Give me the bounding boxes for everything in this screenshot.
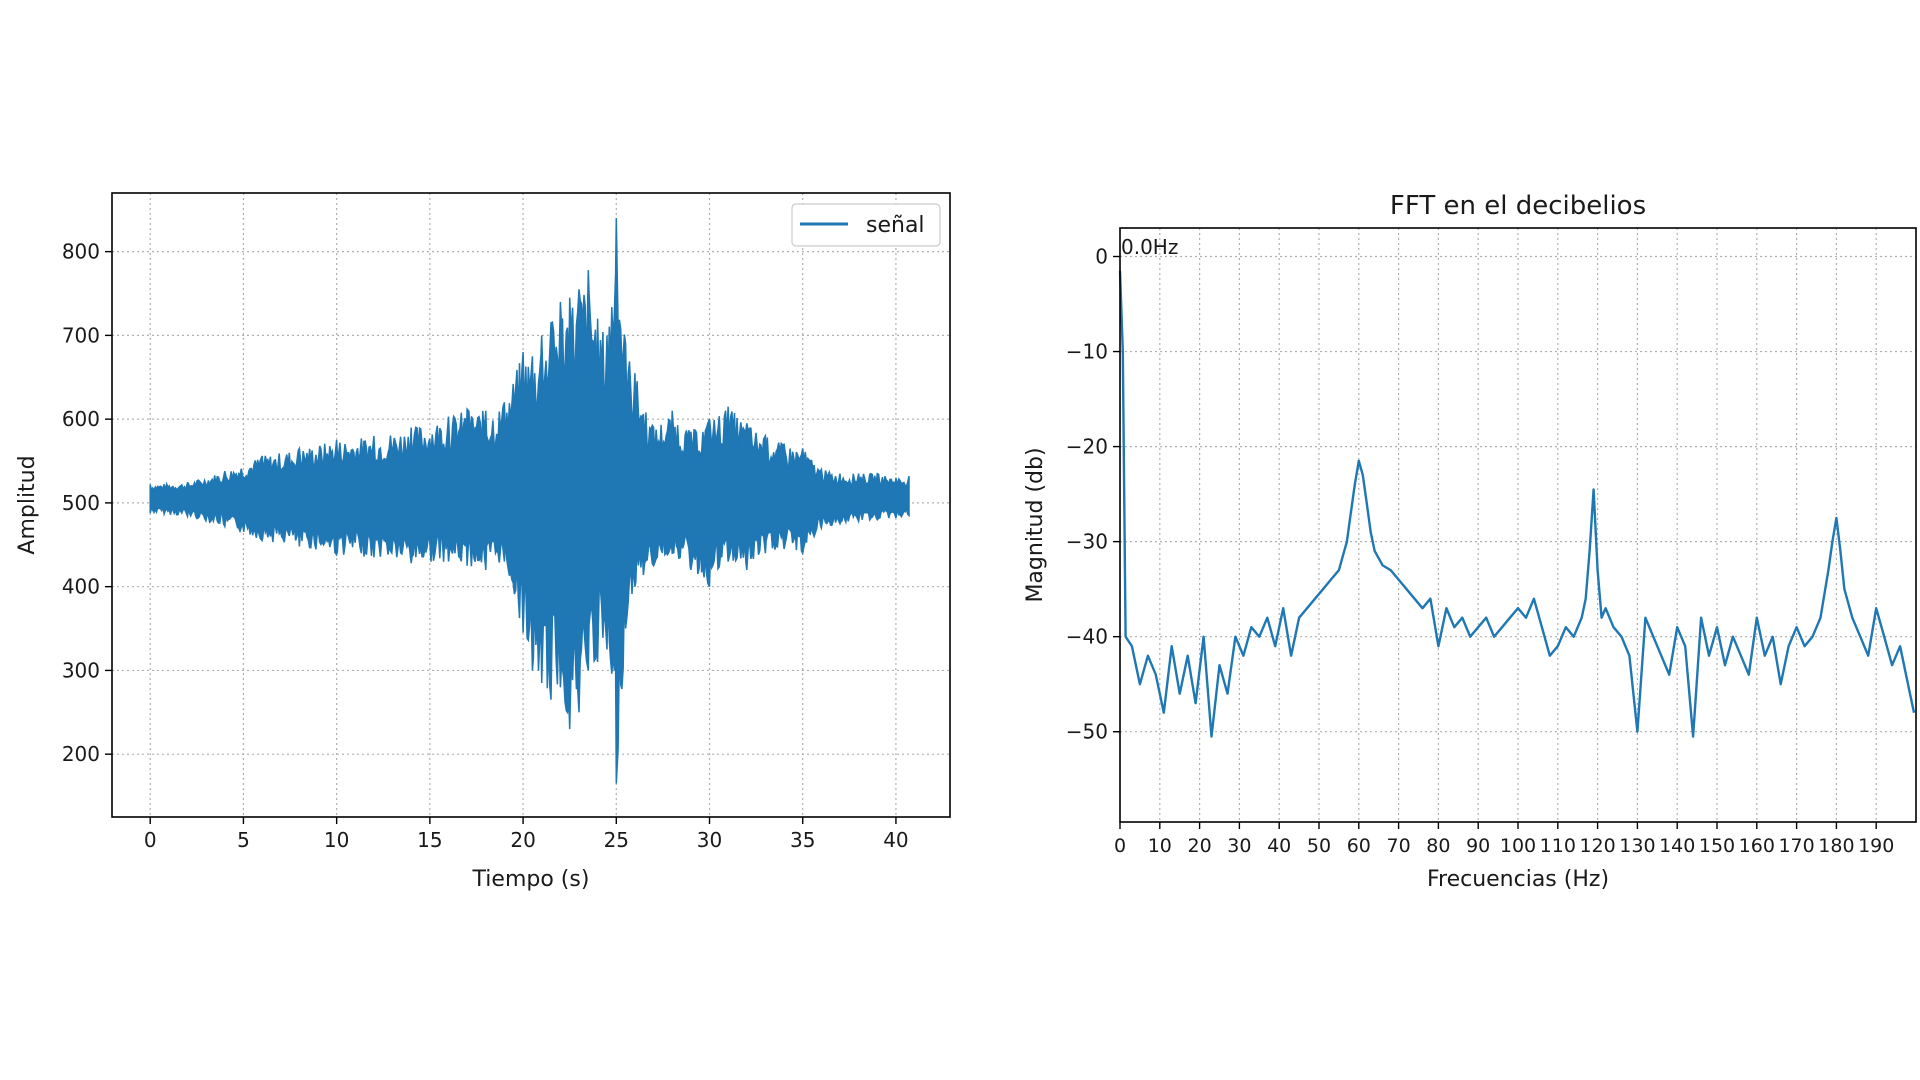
y-tick-label: 200 [62, 742, 100, 766]
x-tick-label: 40 [1267, 835, 1291, 857]
x-tick-label: 30 [1227, 835, 1251, 857]
y-tick-label: −10 [1066, 340, 1108, 364]
fft-peak-annotation: 0.0Hz [1121, 235, 1178, 259]
x-tick-label: 80 [1426, 835, 1450, 857]
x-tick-label: 20 [510, 828, 535, 852]
x-tick-label: 130 [1619, 835, 1655, 857]
signal-y-axis-label: Amplitud [15, 455, 40, 554]
signal-legend-box [791, 203, 941, 247]
x-tick-label: 20 [1188, 835, 1212, 857]
y-tick-label: 300 [62, 658, 100, 682]
y-tick-label: 700 [62, 323, 100, 347]
signal-y-ticks: 200 300 400 500 600 700 800 [62, 240, 112, 766]
x-tick-label: 35 [790, 828, 815, 852]
fft-chart-title: FFT en el decibelios [1390, 191, 1646, 221]
x-tick-label: 10 [324, 828, 349, 852]
y-tick-label: −30 [1066, 530, 1108, 554]
x-tick-label: 190 [1858, 835, 1894, 857]
fft-series-line [1118, 270, 1916, 738]
x-tick-label: 110 [1540, 835, 1576, 857]
fft-chart: FFT en el decibelios 0 10 20 30 40 50 60 70 80 90… [1023, 191, 1917, 892]
fft-chart-grid [1119, 228, 1916, 822]
x-tick-label: 0 [1114, 835, 1126, 857]
fft-x-ticks: 0 10 20 30 40 50 60 70 80 90 100 110 120 130 140 150 160… [1114, 822, 1894, 857]
y-tick-label: 500 [62, 491, 100, 515]
x-tick-label: 0 [144, 828, 157, 852]
y-tick-label: −40 [1066, 625, 1108, 649]
x-tick-label: 180 [1818, 835, 1854, 857]
fft-y-axis-label: Magnitud (db) [1023, 447, 1048, 602]
x-tick-label: 120 [1579, 835, 1615, 857]
x-tick-label: 30 [697, 828, 722, 852]
fft-x-axis-label: Frecuencias (Hz) [1427, 867, 1609, 892]
fft-y-ticks: 0 −10 −20 −30 −40 −50 [1066, 245, 1120, 744]
x-tick-label: 50 [1307, 835, 1331, 857]
x-tick-label: 25 [604, 828, 629, 852]
signal-chart: 0 5 10 15 20 25 30 35 40 200 300 400 500 600 700 800 T… [15, 192, 951, 892]
y-tick-label: −50 [1066, 720, 1108, 744]
y-tick-label: −20 [1066, 435, 1108, 459]
y-tick-label: 0 [1095, 245, 1108, 269]
x-tick-label: 60 [1347, 835, 1371, 857]
x-tick-label: 90 [1466, 835, 1490, 857]
signal-legend: señal [791, 203, 941, 247]
x-tick-label: 70 [1387, 835, 1411, 857]
x-tick-label: 140 [1659, 835, 1695, 857]
signal-legend-label: señal [866, 213, 925, 238]
y-tick-label: 800 [62, 240, 100, 264]
signal-chart-frame [111, 192, 951, 818]
x-tick-label: 5 [237, 828, 250, 852]
x-tick-label: 150 [1699, 835, 1735, 857]
x-tick-label: 100 [1500, 835, 1536, 857]
x-tick-label: 15 [417, 828, 442, 852]
plot-frame [111, 192, 951, 818]
x-tick-label: 170 [1778, 835, 1814, 857]
x-tick-label: 160 [1739, 835, 1775, 857]
x-tick-label: 40 [883, 828, 908, 852]
signal-x-axis-label: Tiempo (s) [472, 867, 590, 892]
signal-waveform [149, 218, 910, 784]
x-tick-label: 10 [1148, 835, 1172, 857]
y-tick-label: 600 [62, 407, 100, 431]
y-tick-label: 400 [62, 575, 100, 599]
signal-x-ticks: 0 5 10 15 20 25 30 35 40 [144, 817, 909, 852]
